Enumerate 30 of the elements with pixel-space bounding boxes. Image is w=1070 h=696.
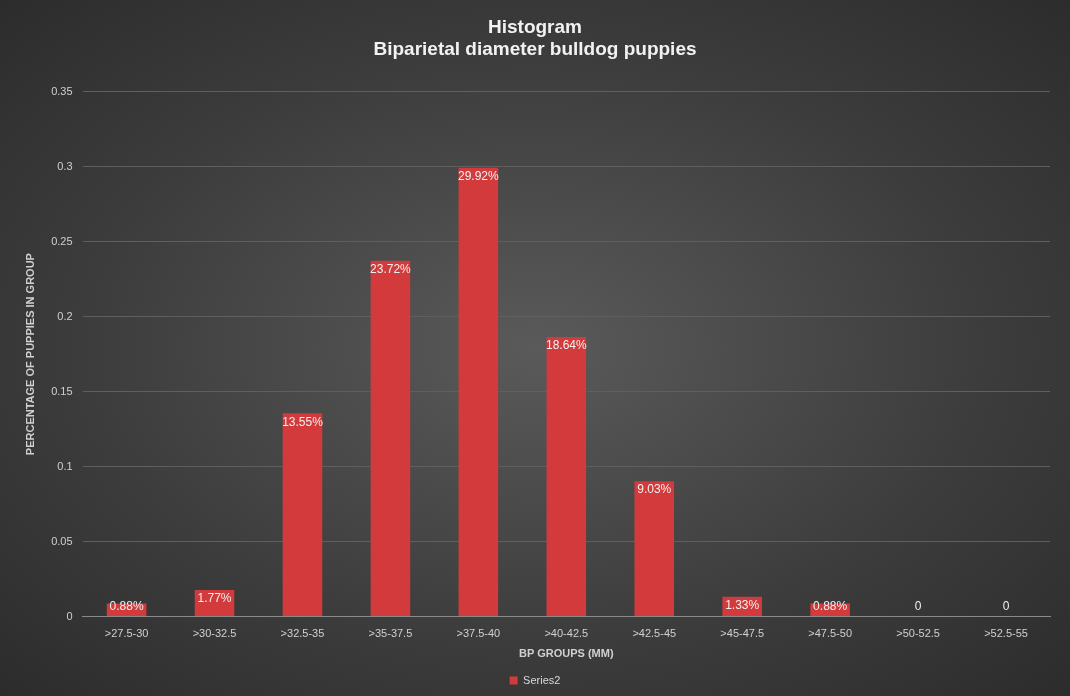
data-label: 0 bbox=[914, 598, 922, 613]
y-tick-label: 0.25 bbox=[51, 234, 73, 247]
data-label: 0 bbox=[1002, 598, 1010, 613]
y-tick-label: 0.05 bbox=[51, 534, 73, 547]
x-tick-label: >27.5-30 bbox=[104, 627, 149, 640]
x-tick-label: >52.5-55 bbox=[984, 627, 1028, 640]
data-label: 1.77% bbox=[197, 591, 232, 606]
chart-title: Histogram Biparietal diameter bulldog puppies bbox=[373, 15, 697, 60]
y-tick-label: 0.2 bbox=[57, 309, 73, 322]
data-label: 0.88% bbox=[813, 598, 848, 613]
x-axis-title: BP GROUPS (MM) bbox=[519, 647, 614, 660]
x-tick-label: >50-52.5 bbox=[896, 627, 940, 640]
x-tick-label: >35-37.5 bbox=[368, 627, 413, 640]
data-label: 9.03% bbox=[637, 482, 672, 497]
x-tick-label: >42.5-45 bbox=[632, 627, 677, 640]
x-tick-label: >47.5-50 bbox=[808, 627, 853, 640]
y-axis-title: PERCENTAGE OF PUPPIES IN GROUP bbox=[23, 253, 36, 456]
x-tick-label: >32.5-35 bbox=[280, 627, 325, 640]
x-tick-label: >40-42.5 bbox=[544, 627, 589, 640]
y-tick-label: 0.35 bbox=[51, 84, 73, 97]
y-tick-label: 0.1 bbox=[57, 459, 73, 472]
x-tick-label: >30-32.5 bbox=[192, 627, 237, 640]
y-tick-label: 0 bbox=[66, 609, 73, 622]
y-tick-label: 0.15 bbox=[51, 384, 73, 397]
x-tick-label: >37.5-40 bbox=[456, 627, 501, 640]
legend-label: Series2 bbox=[523, 673, 561, 686]
x-tick-label: >45-47.5 bbox=[720, 627, 765, 640]
data-label: 0.88% bbox=[109, 598, 144, 613]
y-tick-label: 0.3 bbox=[57, 159, 73, 172]
data-label: 1.33% bbox=[725, 597, 760, 612]
